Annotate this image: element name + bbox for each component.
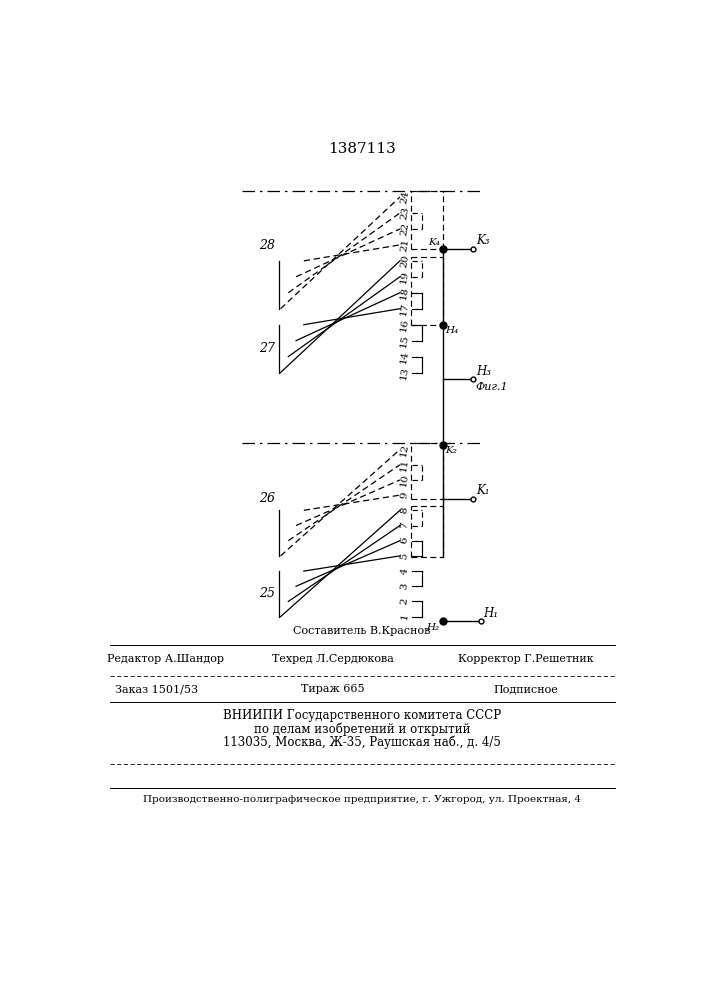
Text: H₄: H₄ [445, 326, 459, 335]
Text: ВНИИПИ Государственного комитета СССР: ВНИИПИ Государственного комитета СССР [223, 709, 501, 722]
Text: 19: 19 [399, 269, 410, 284]
Text: 21: 21 [399, 238, 410, 252]
Text: Заказ 1501/53: Заказ 1501/53 [115, 684, 198, 694]
Text: по делам изобретений и открытий: по делам изобретений и открытий [254, 722, 470, 736]
Text: 11: 11 [399, 457, 410, 472]
Text: 15: 15 [399, 333, 410, 348]
Text: 1387113: 1387113 [328, 142, 396, 156]
Text: 24: 24 [399, 190, 410, 204]
Text: Производственно-полиграфическое предприятие, г. Ужгород, ул. Проектная, 4: Производственно-полиграфическое предприя… [143, 795, 581, 804]
Text: K₂: K₂ [445, 446, 457, 455]
Text: 10: 10 [399, 473, 410, 487]
Text: Тираж 665: Тираж 665 [300, 684, 364, 694]
Text: 27: 27 [259, 342, 275, 355]
Text: K₄: K₄ [428, 238, 440, 247]
Text: Техред Л.Сердюкова: Техред Л.Сердюкова [271, 654, 393, 664]
Text: 17: 17 [399, 301, 410, 316]
Text: 16: 16 [399, 317, 410, 332]
Text: 7: 7 [399, 521, 409, 530]
Text: H₁: H₁ [484, 607, 498, 620]
Text: 9: 9 [399, 491, 409, 499]
Text: 26: 26 [259, 492, 275, 505]
Text: Фиг.1: Фиг.1 [476, 382, 508, 392]
Text: 20: 20 [399, 254, 410, 268]
Text: 23: 23 [399, 206, 410, 220]
Text: Корректор Г.Решетник: Корректор Г.Решетник [458, 654, 594, 664]
Text: K₁: K₁ [476, 484, 489, 497]
Text: 5: 5 [399, 552, 409, 560]
Text: 14: 14 [399, 349, 410, 364]
Text: 6: 6 [399, 537, 409, 545]
Text: H₂: H₂ [426, 623, 440, 632]
Text: 8: 8 [399, 506, 409, 514]
Text: 22: 22 [399, 222, 410, 236]
Text: 3: 3 [399, 582, 409, 590]
Text: 25: 25 [259, 587, 275, 600]
Text: 28: 28 [259, 239, 275, 252]
Text: 113035, Москва, Ж-35, Раушская наб., д. 4/5: 113035, Москва, Ж-35, Раушская наб., д. … [223, 735, 501, 749]
Text: Составитель В.Краснов: Составитель В.Краснов [293, 626, 431, 636]
Text: 18: 18 [399, 285, 410, 300]
Text: 1: 1 [399, 613, 409, 621]
Text: K₃: K₃ [476, 234, 489, 247]
Text: 13: 13 [399, 365, 410, 380]
Text: 2: 2 [399, 597, 409, 606]
Text: Подписное: Подписное [494, 684, 559, 694]
Text: 4: 4 [399, 567, 409, 575]
Text: H₃: H₃ [476, 365, 491, 378]
Text: 12: 12 [399, 442, 410, 457]
Text: Редактор А.Шандор: Редактор А.Шандор [107, 654, 224, 664]
